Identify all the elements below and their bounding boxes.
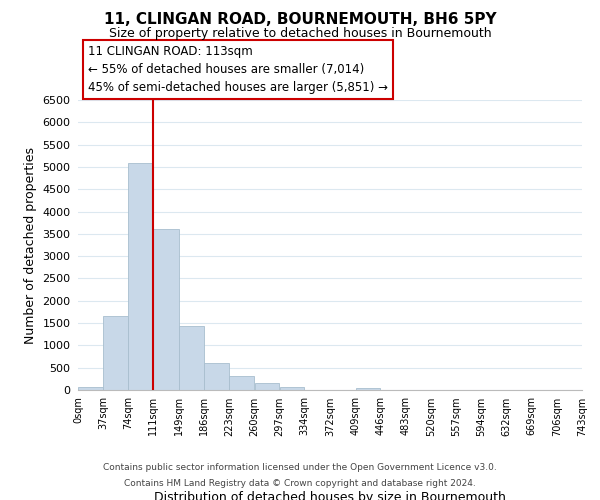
Text: Size of property relative to detached houses in Bournemouth: Size of property relative to detached ho… (109, 28, 491, 40)
Bar (154, 230, 179, 390)
Text: 11, CLINGAN ROAD, BOURNEMOUTH, BH6 5PY: 11, CLINGAN ROAD, BOURNEMOUTH, BH6 5PY (104, 12, 496, 28)
Text: Contains public sector information licensed under the Open Government Licence v3: Contains public sector information licen… (103, 464, 497, 472)
Text: 11 CLINGAN ROAD: 113sqm
← 55% of detached houses are smaller (7,014)
45% of semi: 11 CLINGAN ROAD: 113sqm ← 55% of detache… (88, 45, 388, 94)
Y-axis label: Number of detached properties: Number of detached properties (23, 146, 37, 344)
Bar (205, 363, 229, 390)
Bar (229, 376, 254, 390)
Bar (356, 388, 380, 390)
Bar (128, 164, 153, 390)
Bar (280, 388, 304, 390)
Bar (103, 316, 128, 390)
X-axis label: Distribution of detached houses by size in Bournemouth: Distribution of detached houses by size … (154, 492, 506, 500)
Bar (179, 326, 204, 390)
Bar (254, 383, 279, 390)
Bar (78, 388, 103, 390)
Text: Contains HM Land Registry data © Crown copyright and database right 2024.: Contains HM Land Registry data © Crown c… (124, 478, 476, 488)
